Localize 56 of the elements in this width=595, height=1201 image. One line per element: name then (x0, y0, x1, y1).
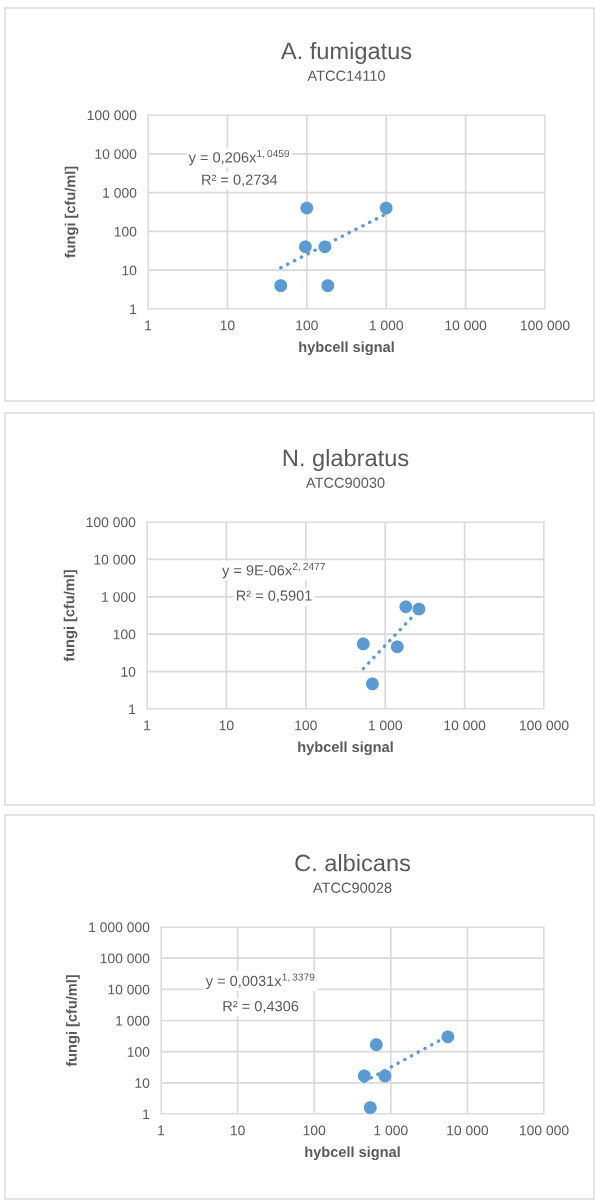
chart-title: C. albicans (295, 854, 411, 872)
y-tick-label: 1 000 (103, 187, 137, 198)
x-axis-title: hybcell signal (298, 741, 393, 756)
x-tick-label: 100 (303, 1125, 326, 1136)
x-axis-title: hybcell signal (305, 1146, 400, 1161)
x-tick-label: 10 (219, 720, 234, 731)
y-tick-label: 100 (127, 1047, 150, 1057)
x-tick-label: 1 000 (369, 320, 404, 331)
y-tick-label: 10 (121, 666, 136, 677)
point (399, 600, 413, 614)
y-tick-label: 1 000 (116, 1015, 150, 1026)
x-tick-label: 1 (158, 1125, 165, 1136)
x-axis-title: hybcell signal (299, 341, 394, 356)
x-tick-label: 100 000 (520, 320, 570, 331)
x-tick-label: 10 (230, 1125, 245, 1136)
x-tick-label: 10 000 (445, 320, 487, 331)
x-tick-label: 10 000 (444, 720, 486, 731)
x-tick-label: 1 000 (368, 720, 403, 731)
point (356, 637, 370, 651)
chart-title: N. glabratus (283, 449, 409, 472)
y-axis-title: fungi [cfu/ml] (63, 570, 78, 662)
x-tick-label: 10 (220, 320, 235, 331)
y-tick-label: 10 000 (94, 554, 136, 565)
y-tick-label: 100 000 (87, 110, 137, 121)
y-tick-label: 100 000 (100, 953, 150, 964)
chart-subtitle: ATCC90030 (305, 477, 385, 488)
x-tick-label: 100 000 (519, 1125, 569, 1136)
chart-subtitle: ATCC14110 (307, 70, 385, 81)
chart-subtitle: ATCC90028 (312, 882, 392, 893)
point (412, 602, 426, 616)
y-tick-label: 10 000 (95, 149, 137, 159)
x-tick-label: 100 000 (519, 720, 569, 731)
x-tick-label: 100 (296, 320, 318, 331)
y-tick-label: 1 000 (102, 592, 136, 602)
y-tick-label: 1 (143, 1109, 150, 1120)
annotation: R² = 0,2734 (202, 174, 278, 187)
annotation: y = 0,0031x$^{1,3379}$ (205, 973, 315, 989)
annotation: R² = 0,4306 (223, 1001, 299, 1014)
y-tick-label: 10 (135, 1078, 150, 1088)
y-tick-label: 10 (122, 265, 137, 276)
x-tick-label: 100 (295, 720, 317, 731)
y-axis-title: fungi [cfu/ml] (66, 975, 80, 1067)
y-tick-label: 100 (113, 629, 136, 640)
y-tick-label: 1 000 000 (89, 922, 150, 933)
annotation: y = 0,206x$^{1,0459}$ (188, 149, 290, 166)
chart-title: A. fumigatus (280, 42, 412, 65)
annotation: y = 9E-06x$^{2,2477}$ (222, 562, 325, 579)
y-tick-label: 100 (114, 226, 137, 237)
y-tick-label: 10 000 (108, 984, 150, 995)
x-tick-label: 1 000 (374, 1125, 408, 1136)
y-tick-label: 1 (130, 304, 137, 315)
x-tick-label: 10 000 (447, 1125, 489, 1136)
y-axis-title: fungi [cfu/ml] (64, 166, 79, 258)
y-tick-label: 1 (129, 704, 136, 715)
annotation: R² = 0,5901 (236, 590, 312, 603)
y-tick-label: 100 000 (86, 517, 136, 528)
